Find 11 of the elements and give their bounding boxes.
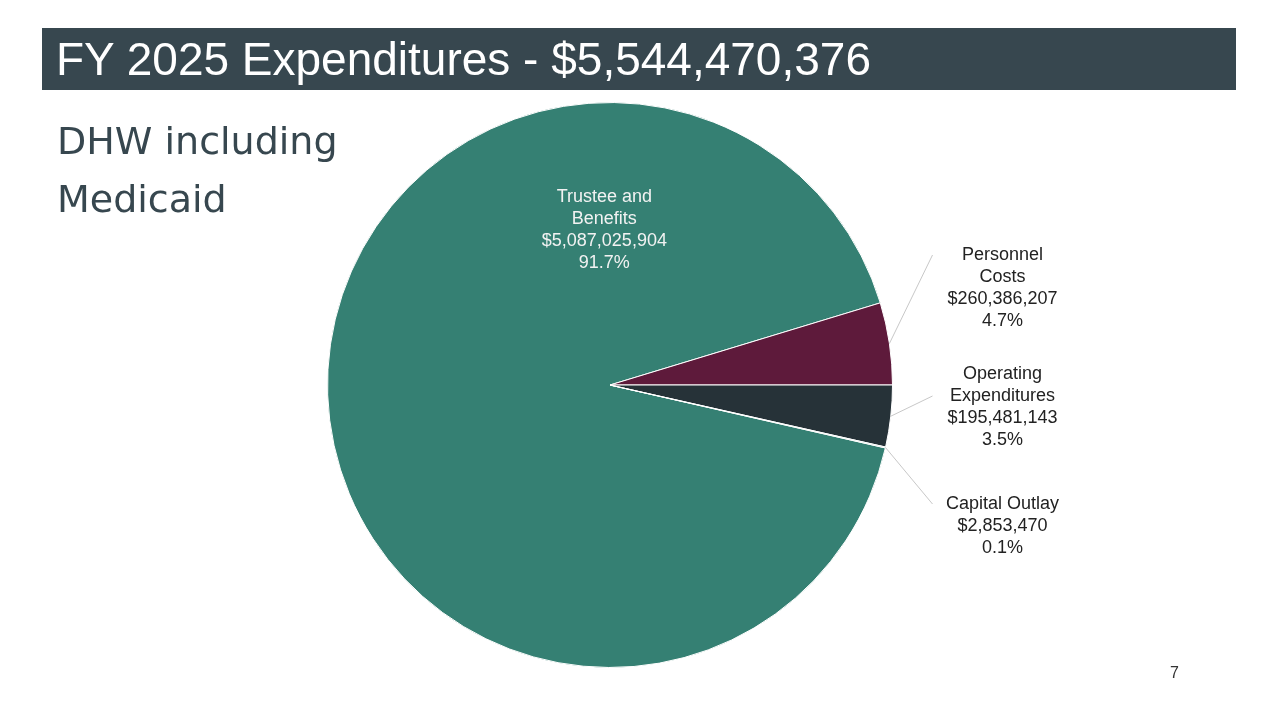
data-label: $195,481,143 3.5%	[947, 406, 1058, 449]
data-label: $5,087,025,904 91.7%	[541, 229, 667, 272]
slice-label: Trustee and Benefits	[556, 185, 653, 228]
data-label: $260,386,207 4.7%	[947, 287, 1058, 330]
data-label: $2,853,470 0.1%	[957, 514, 1048, 557]
slice-label: Operating Expenditures	[949, 362, 1056, 405]
slice-label: Capital Outlay	[945, 492, 1060, 513]
slice-label: Personnel Costs	[961, 243, 1044, 286]
text: DHW including Medicaid	[57, 118, 339, 223]
chart-title: FY 2025 Expenditures - $5,544,470,376	[42, 28, 1236, 90]
text: 7	[1170, 664, 1179, 682]
